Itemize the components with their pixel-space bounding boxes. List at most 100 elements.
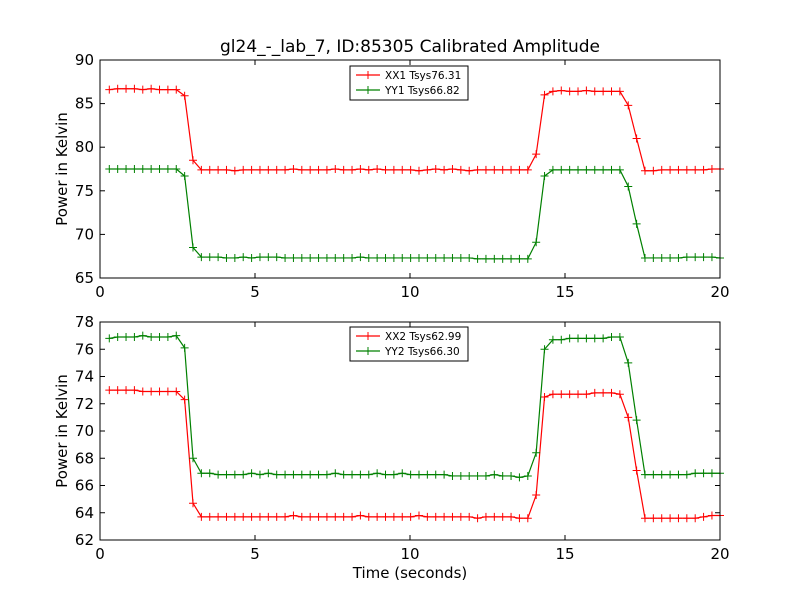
data-point bbox=[682, 165, 691, 174]
data-point bbox=[314, 253, 323, 262]
data-point bbox=[431, 512, 440, 521]
data-point bbox=[130, 165, 139, 173]
data-point bbox=[640, 166, 649, 175]
data-point bbox=[540, 392, 549, 401]
data-point bbox=[264, 469, 273, 478]
data-point bbox=[456, 471, 465, 480]
data-point bbox=[163, 165, 172, 173]
data-point bbox=[113, 332, 122, 341]
data-point bbox=[381, 165, 390, 174]
data-point bbox=[214, 470, 223, 479]
data-point bbox=[364, 253, 373, 262]
data-point bbox=[707, 469, 716, 478]
data-point bbox=[197, 165, 206, 174]
data-point bbox=[523, 254, 532, 263]
data-point bbox=[272, 470, 281, 479]
data-point bbox=[105, 165, 114, 173]
data-point bbox=[255, 512, 264, 521]
y-tick-label: 78 bbox=[75, 313, 94, 331]
data-point bbox=[649, 253, 658, 262]
data-point bbox=[189, 499, 197, 508]
data-point bbox=[666, 165, 675, 174]
data-point bbox=[624, 358, 633, 367]
data-point bbox=[691, 514, 700, 523]
data-point bbox=[297, 253, 306, 262]
data-point bbox=[147, 387, 156, 396]
data-point bbox=[532, 491, 541, 500]
y-axis-label: Power in Kelvin bbox=[53, 112, 71, 226]
data-point bbox=[548, 390, 557, 399]
data-point bbox=[155, 165, 164, 173]
data-point bbox=[197, 512, 206, 521]
data-point bbox=[707, 165, 716, 173]
data-point bbox=[348, 512, 357, 521]
data-point bbox=[481, 512, 490, 521]
data-point bbox=[205, 253, 214, 262]
y-tick-label: 75 bbox=[75, 182, 94, 200]
data-point bbox=[448, 165, 457, 173]
data-point bbox=[331, 253, 340, 262]
data-point bbox=[632, 134, 641, 143]
data-point bbox=[523, 165, 532, 174]
data-point bbox=[364, 165, 373, 174]
data-point bbox=[565, 87, 574, 96]
data-point bbox=[515, 254, 524, 263]
data-point bbox=[548, 335, 557, 344]
data-point bbox=[247, 469, 256, 478]
data-point bbox=[147, 332, 156, 341]
data-point bbox=[381, 512, 390, 521]
data-point bbox=[138, 331, 147, 340]
data-point bbox=[239, 165, 248, 174]
data-point bbox=[130, 386, 139, 395]
data-point bbox=[640, 514, 649, 523]
legend-entry-2: YY1 Tsys66.82 bbox=[356, 85, 460, 97]
data-point bbox=[632, 219, 641, 228]
data-point bbox=[607, 388, 616, 397]
data-point bbox=[640, 470, 649, 479]
data-point bbox=[682, 514, 691, 523]
data-point bbox=[465, 166, 474, 175]
data-point bbox=[356, 165, 365, 173]
data-point bbox=[548, 165, 557, 174]
data-point bbox=[607, 165, 616, 174]
data-point bbox=[373, 469, 382, 478]
legend-entry-1: XX2 Tsys62.99 bbox=[356, 331, 461, 343]
data-point bbox=[147, 165, 156, 173]
series-markers-1 bbox=[105, 84, 724, 175]
data-point bbox=[214, 512, 223, 521]
data-point bbox=[490, 165, 499, 174]
series-markers-2 bbox=[105, 331, 724, 482]
data-point bbox=[289, 253, 298, 262]
data-point bbox=[440, 253, 449, 262]
data-point bbox=[414, 511, 423, 520]
data-point bbox=[624, 182, 633, 191]
data-point bbox=[590, 165, 599, 174]
data-point bbox=[348, 470, 357, 479]
data-point bbox=[306, 470, 315, 479]
data-point bbox=[322, 512, 331, 521]
data-point bbox=[691, 165, 700, 174]
data-point bbox=[532, 448, 541, 457]
data-point bbox=[197, 253, 206, 262]
data-point bbox=[481, 471, 490, 480]
data-point bbox=[582, 165, 591, 174]
data-point bbox=[214, 253, 223, 262]
data-point bbox=[113, 386, 122, 395]
y-axis-label: Power in Kelvin bbox=[53, 374, 71, 488]
data-point bbox=[574, 390, 583, 399]
data-point bbox=[155, 332, 164, 341]
x-tick-label: 10 bbox=[400, 545, 419, 563]
data-point bbox=[557, 86, 566, 95]
data-point bbox=[423, 253, 432, 262]
data-point bbox=[674, 514, 683, 523]
data-point bbox=[289, 470, 298, 479]
data-point bbox=[649, 470, 658, 479]
data-point bbox=[264, 512, 273, 521]
data-point bbox=[657, 253, 666, 262]
data-point bbox=[507, 254, 516, 263]
data-point bbox=[264, 253, 273, 262]
data-point bbox=[599, 388, 608, 397]
data-point bbox=[189, 454, 197, 463]
data-point bbox=[364, 512, 373, 521]
